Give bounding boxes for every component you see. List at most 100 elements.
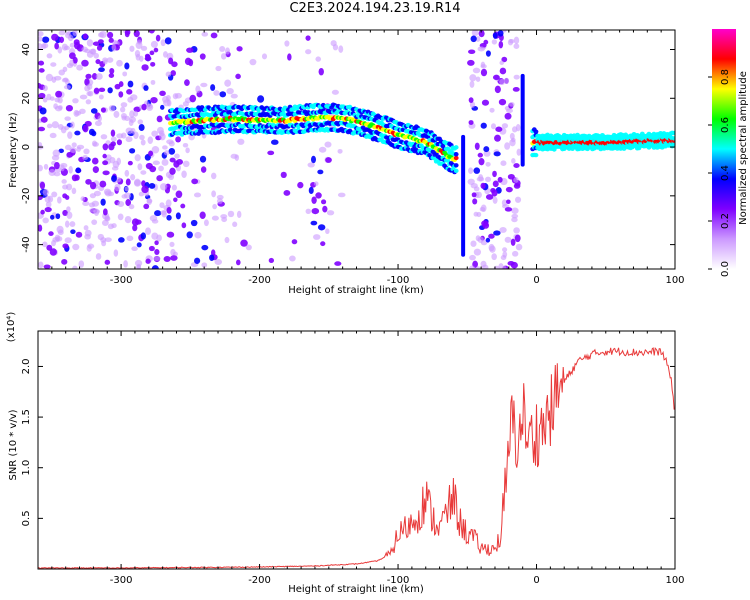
colorbar-label: Normalized spectral amplitude [738,71,749,225]
spectrogram-cell [472,67,481,74]
spectrogram-cell [69,42,75,48]
spectrogram-y-ticks: -40 -20 0 20 40 [21,43,675,253]
spectrogram-cell [102,170,110,176]
spectrogram-cell [163,256,171,262]
spectrogram-ridge-cell [533,152,539,158]
spectrogram-cell [111,223,117,229]
spectrogram-cell [85,99,92,105]
spectrogram-cell [113,249,119,257]
spectrogram-cell [130,127,136,134]
spectrogram-cell [38,261,44,269]
spectrogram-cell [476,211,482,218]
spectrogram-cell [150,97,158,104]
spectrogram-cell [511,157,516,164]
spectrogram-cell [491,189,498,197]
spectrogram-cell [491,39,498,45]
spectrogram-cell [117,201,125,208]
spectrogram-cell [53,103,58,110]
spectrogram-cell [513,176,519,183]
spectrogram-cell [146,103,154,111]
spectrogram-cell [93,190,101,197]
spectrogram-cell [140,139,146,146]
spectrogram-y-tick-label: 0 [21,144,32,150]
spectrogram-cell [64,144,72,151]
spectrogram-cell [334,261,342,266]
spectrogram-cell [235,259,241,266]
spectrogram-cell [485,161,491,167]
spectrogram-cell [468,49,476,54]
spectrogram-cell [509,132,515,140]
spectrogram-cell [492,170,497,178]
spectrogram-cell [307,162,315,168]
spectrogram-cell [320,241,326,247]
spectrogram-cell [129,110,135,118]
spectrogram-cell [201,262,208,268]
spectrogram-cell [83,225,89,231]
spectrogram-cell [469,80,475,88]
snr-x-ticks: -300 -200 -100 0 100 [37,331,685,586]
spectrogram-cell [475,76,481,82]
spectrogram-cell [493,151,501,157]
spectrogram-cell [513,163,520,169]
spectrogram-cell [91,72,98,80]
spectrogram-ridge-cell [671,136,675,141]
spectrogram-cell [151,145,160,154]
spectrogram-cell [471,192,477,198]
spectrogram-cell [168,173,175,181]
spectrogram-cell [153,256,161,261]
spectrogram-cell [504,207,513,212]
spectrogram-cell [175,136,182,143]
spectrogram-cell [114,83,121,90]
spectrogram-cell [199,155,207,163]
spectrogram-cell [166,214,172,221]
spectrogram-y-tick-label: 20 [21,92,32,105]
spectrogram-cell [512,87,520,92]
spectrogram-cell [216,194,224,200]
spectrogram-cell [211,190,217,198]
spectrogram-y-tick-label: -40 [21,236,32,252]
spectrogram-cell [215,65,222,72]
spectrogram-cell [106,57,114,63]
spectrogram-cell [201,244,209,251]
spectrogram-cell [511,217,518,223]
spectrogram-cell [190,219,198,227]
spectrogram-cell [513,227,520,234]
spectrogram-y-tick-label: 40 [21,43,32,56]
spectrogram-cell [51,33,59,41]
snr-y-axis-label: SNR (10 * v/v) [8,409,19,480]
spectrogram-cell [159,90,166,97]
spectrogram-cell [475,266,482,269]
spectrogram-cell [488,233,495,239]
spectrogram-cell [42,43,49,49]
spectrogram-cell [127,160,133,166]
spectrogram-cell [126,235,134,242]
spectrogram-cell [61,43,68,51]
spectrogram-x-tick-label: -300 [110,275,133,286]
spectrogram-cell [38,31,44,37]
snr-x-tick-label: 100 [665,575,684,586]
spectrogram-cell [42,241,48,248]
spectrogram-cell [504,142,511,150]
spectrogram-cell [72,243,80,251]
spectrogram-cell [234,154,240,161]
spectrogram-cell [62,184,69,190]
spectrogram-cell [186,47,194,53]
spectrogram-cell [53,171,61,177]
spectrogram-cell [158,165,164,172]
spectrogram-cell [104,190,112,197]
spectrogram-cell [108,73,115,78]
spectrogram-cell [124,169,130,177]
spectrogram-cell [67,131,73,139]
spectrogram-cell [134,154,141,162]
spectrogram-cell [79,94,88,100]
spectrogram-cell [475,36,481,42]
spectrogram-cell [482,264,489,269]
spectrogram-cell [175,190,183,199]
spectrogram-cell [69,221,76,228]
spectrogram-cell [127,96,134,103]
spectrogram-cell [124,30,131,36]
spectrogram-cell [75,231,83,238]
spectrogram-cell [38,60,45,66]
snr-y-exponent-label: (x10⁴) [6,312,17,343]
